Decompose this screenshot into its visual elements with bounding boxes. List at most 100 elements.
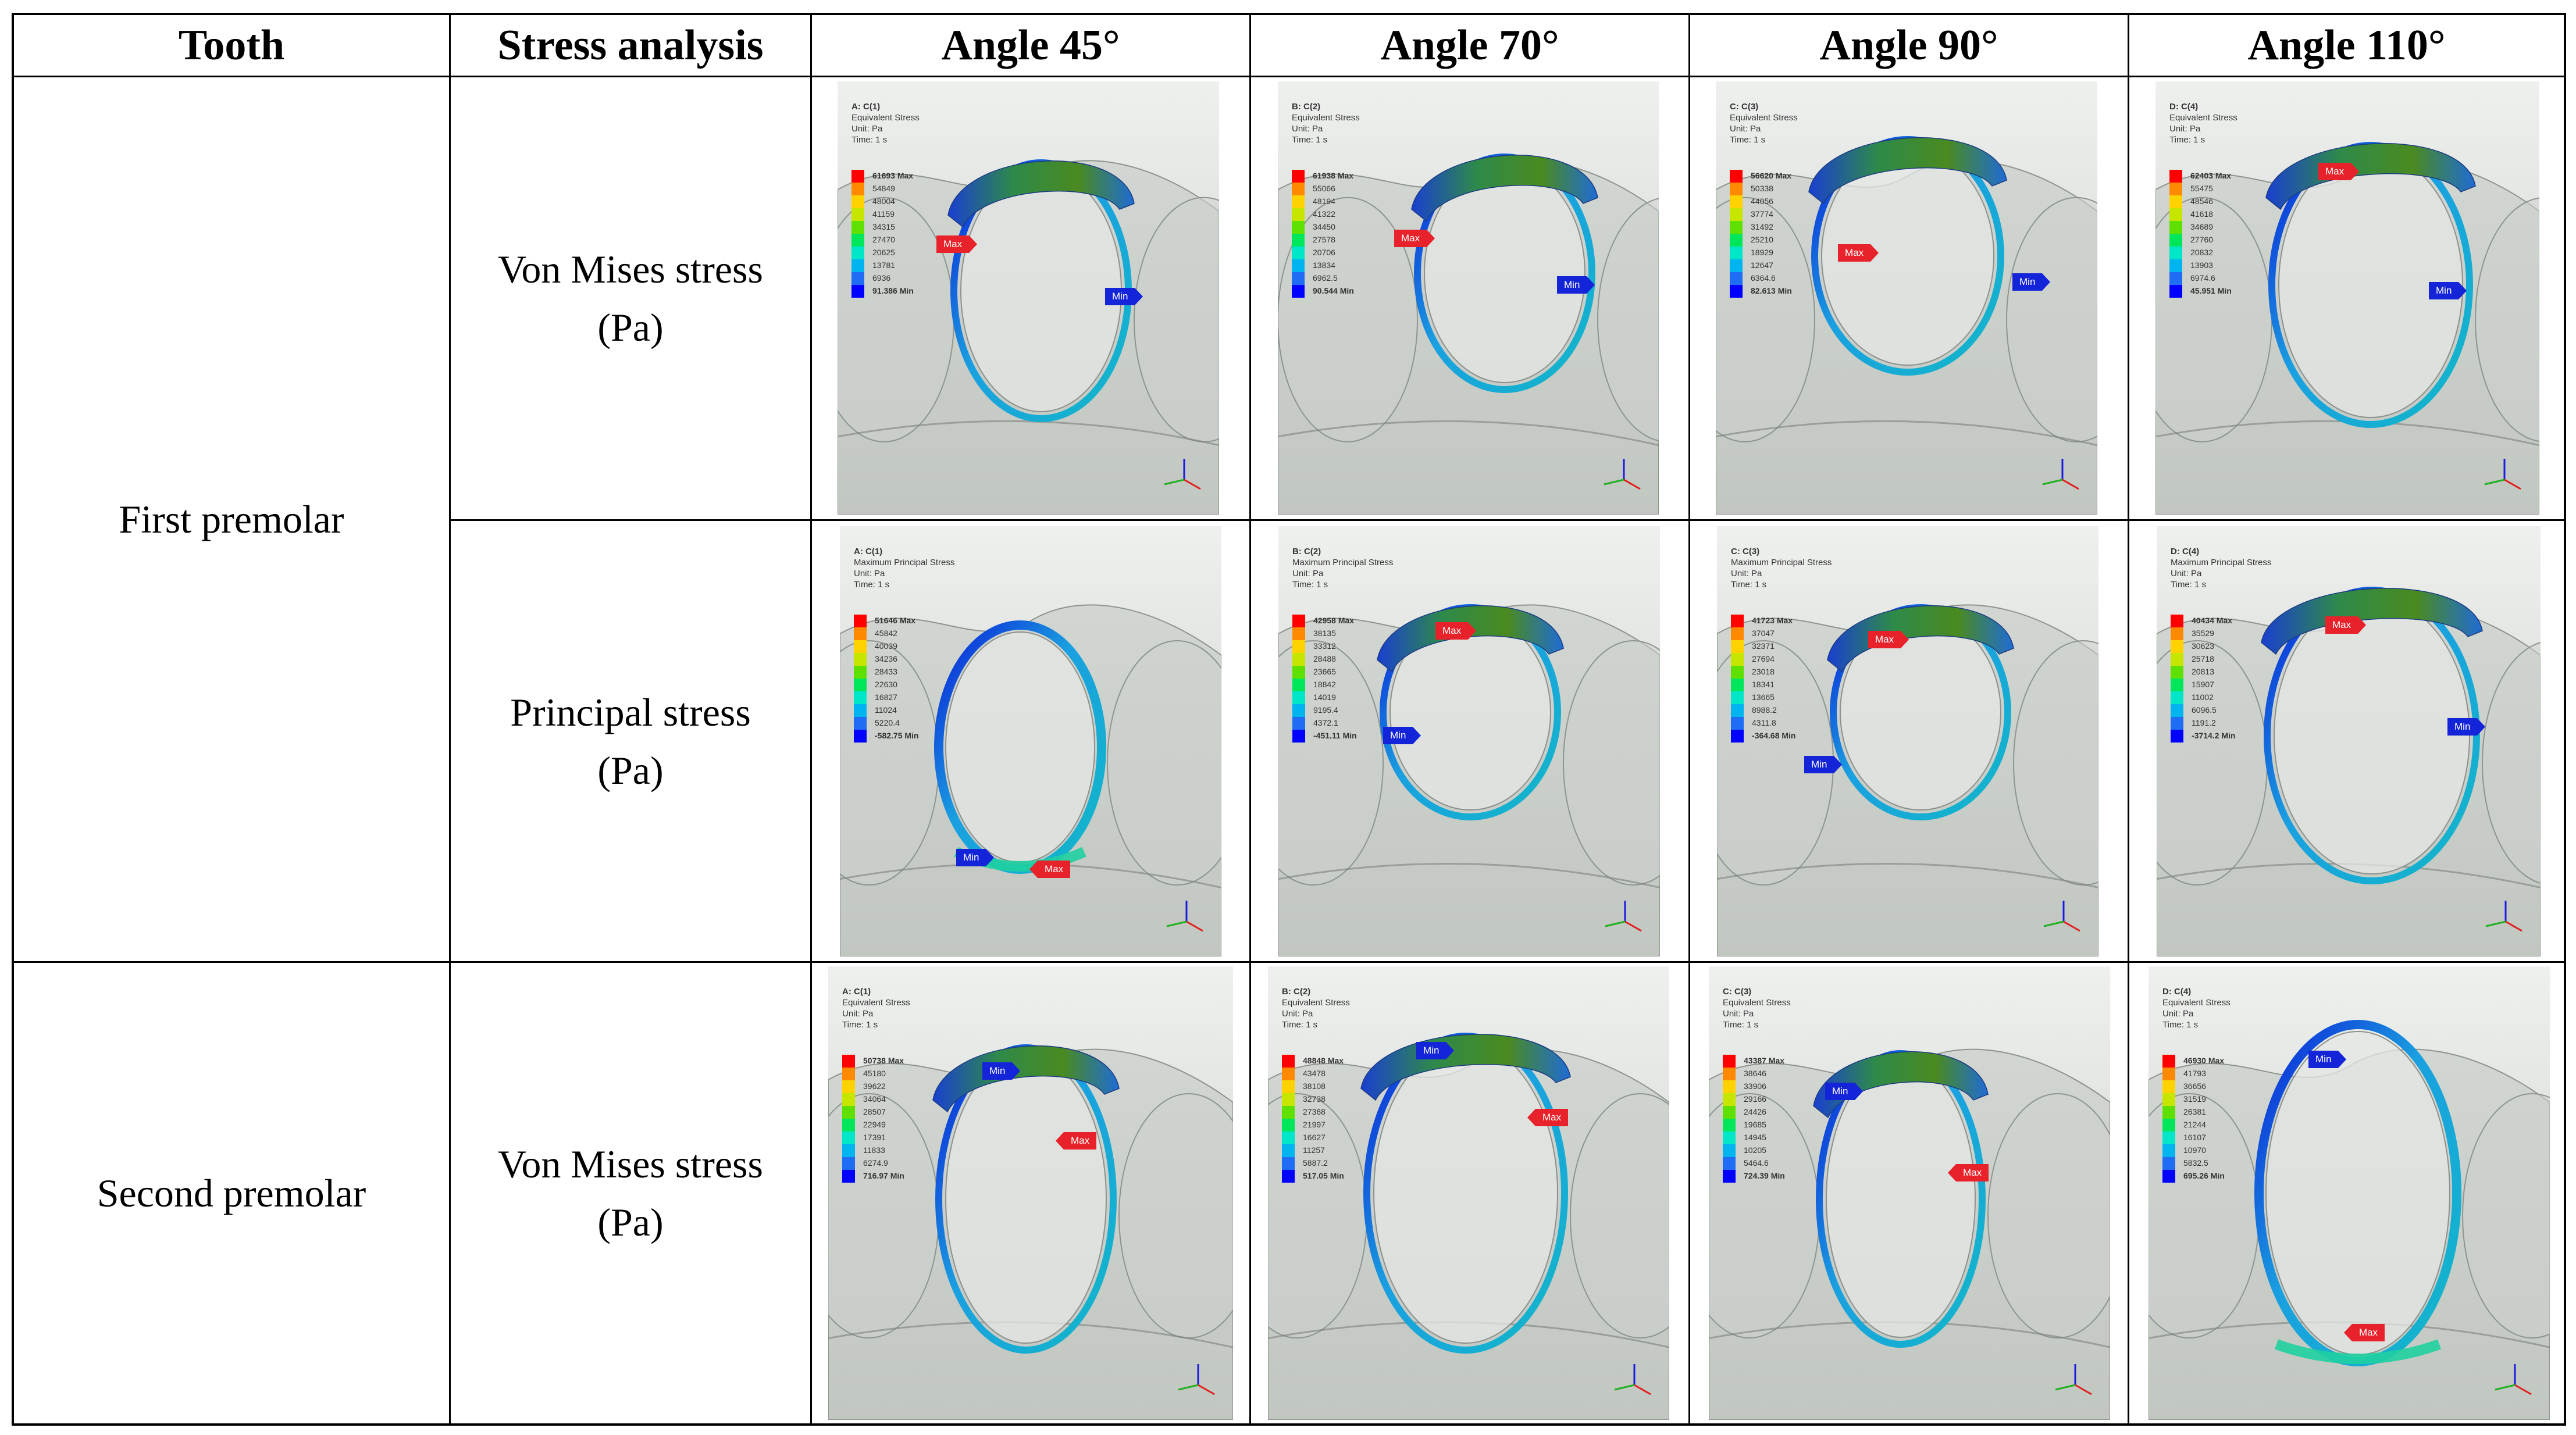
axis-x: [1198, 1384, 1215, 1395]
legend-value: 32738: [1303, 1094, 1326, 1104]
result-id: A: C(1): [854, 547, 883, 556]
legend-value: 61938 Max: [1313, 171, 1354, 180]
legend-value: 14019: [1313, 692, 1336, 702]
legend-entry: 1191.2: [2171, 717, 2269, 730]
color-legend: 40434 Max 35529 30623 25718 20813 15907 11002 6…: [2171, 615, 2269, 743]
legend-entry: 20832: [2169, 247, 2268, 259]
header-tooth: Tooth: [178, 21, 285, 69]
result-time: Time: 1 s: [854, 580, 890, 590]
legend-swatch: [854, 704, 867, 717]
header-angle-70: Angle 70°: [1380, 21, 1559, 69]
legend-value: 30623: [2192, 641, 2214, 651]
legend-entry: 5832.5: [2162, 1157, 2261, 1170]
legend-value: 21997: [1303, 1120, 1326, 1129]
legend-swatch: [854, 691, 867, 704]
legend-entry: 22949: [842, 1119, 941, 1131]
min-marker: Min: [1825, 1083, 1864, 1100]
legend-value: 40039: [875, 641, 897, 651]
legend-value: 11002: [2192, 692, 2214, 702]
result-unit: Unit: Pa: [1282, 1009, 1313, 1019]
legend-value: 20706: [1313, 248, 1335, 257]
legend-swatch: [1292, 653, 1305, 666]
legend-value: 37774: [1751, 209, 1773, 219]
min-marker: Min: [2447, 718, 2486, 736]
tooth-root: [945, 631, 1095, 863]
legend-swatch: [1292, 272, 1305, 285]
legend-swatch: [2169, 208, 2182, 221]
legend-value: 27368: [1303, 1107, 1326, 1116]
legend-swatch: [2162, 1144, 2175, 1157]
legend-swatch: [1282, 1080, 1295, 1093]
legend-entry: 11002: [2171, 691, 2269, 704]
legend-swatch: [1292, 259, 1305, 272]
legend-swatch: [2169, 259, 2182, 272]
stress-band-top: [1813, 1051, 1989, 1119]
legend-entry: 50338: [1730, 183, 1829, 195]
legend-entry: 41723 Max: [1731, 615, 1830, 627]
color-legend: 42958 Max 38135 33312 28488 23665 18842 14019 9…: [1292, 615, 1391, 743]
legend-value: 38135: [1313, 629, 1336, 638]
legend-swatch: [1292, 640, 1305, 653]
legend-swatch: [1282, 1068, 1295, 1080]
result-header: C: C(3) Equivalent Stress Unit: Pa Time: 1 …: [1723, 986, 1791, 1030]
axis-y: [1604, 479, 1624, 486]
legend-value: 22949: [863, 1120, 886, 1129]
legend-swatch: [842, 1144, 855, 1157]
min-marker: Min: [982, 1062, 1021, 1080]
column-separator-3: [1249, 13, 1251, 1426]
color-legend: 50738 Max 45180 39622 34064 28507 22949 17391 1…: [842, 1055, 941, 1183]
legend-entry: 48848 Max: [1282, 1055, 1381, 1068]
legend-value: 45180: [863, 1069, 886, 1078]
legend-entry: 6096.5: [2171, 704, 2269, 717]
legend-value: 6096.5: [2192, 705, 2217, 715]
legend-entry: 27694: [1731, 653, 1830, 666]
legend-value: 27760: [2190, 235, 2213, 244]
analysis-von-mises-1: Von Mises stress (Pa): [451, 77, 810, 519]
legend-entry: 55475: [2169, 183, 2268, 195]
adjacent-tooth-right: [1570, 1093, 1669, 1338]
legend-entry: 28488: [1292, 653, 1391, 666]
model-render: [1709, 966, 2110, 1420]
result-unit: Unit: Pa: [851, 124, 883, 134]
legend-swatch: [1292, 615, 1305, 627]
legend-entry: 5887.2: [1282, 1157, 1381, 1170]
legend-entry: 41793: [2162, 1068, 2261, 1080]
legend-swatch: [1731, 704, 1744, 717]
analysis-label-line1: Principal stress: [510, 690, 751, 734]
legend-value: 20625: [872, 248, 895, 257]
legend-value: 56620 Max: [1751, 171, 1792, 180]
legend-entry: 13781: [851, 259, 950, 272]
legend-entry: 28433: [854, 666, 953, 679]
model-render: [1268, 966, 1669, 1420]
legend-swatch: [1292, 195, 1305, 208]
analysis-von-mises-2: Von Mises stress (Pa): [451, 963, 810, 1423]
legend-entry: 28507: [842, 1106, 941, 1119]
legend-swatch: [2162, 1170, 2175, 1183]
legend-swatch: [2171, 730, 2183, 743]
result-header: A: C(1) Equivalent Stress Unit: Pa Time: 1 …: [851, 101, 920, 145]
legend-entry: 21244: [2162, 1119, 2261, 1131]
legend-entry: 31492: [1730, 221, 1829, 234]
legend-swatch: [2171, 653, 2183, 666]
legend-entry: 17391: [842, 1131, 941, 1144]
simulation-image-first-premolar-von-mises-45: A: C(1) Equivalent Stress Unit: Pa Time: 1 …: [838, 81, 1219, 515]
tooth-root: [1373, 1043, 1558, 1344]
legend-swatch: [2169, 170, 2182, 183]
adjacent-tooth-right: [2006, 197, 2097, 442]
simulation-image-second-premolar-von-mises-45: A: C(1) Equivalent Stress Unit: Pa Time: 1 …: [828, 966, 1233, 1420]
legend-swatch: [1723, 1131, 1736, 1144]
legend-swatch: [1292, 679, 1305, 691]
legend-value: 27470: [872, 235, 895, 244]
axis-y: [1178, 1384, 1199, 1391]
result-id: D: C(4): [2169, 102, 2199, 112]
min-marker: Min: [1804, 756, 1843, 773]
legend-swatch: [851, 285, 864, 298]
legend-entry: 36656: [2162, 1080, 2261, 1093]
legend-value: 41723 Max: [1752, 616, 1793, 625]
legend-swatch: [854, 615, 867, 627]
result-time: Time: 1 s: [1723, 1020, 1759, 1030]
legend-entry: 724.39 Min: [1723, 1170, 1822, 1183]
legend-swatch: [1723, 1170, 1736, 1183]
legend-value: 54849: [872, 184, 895, 193]
